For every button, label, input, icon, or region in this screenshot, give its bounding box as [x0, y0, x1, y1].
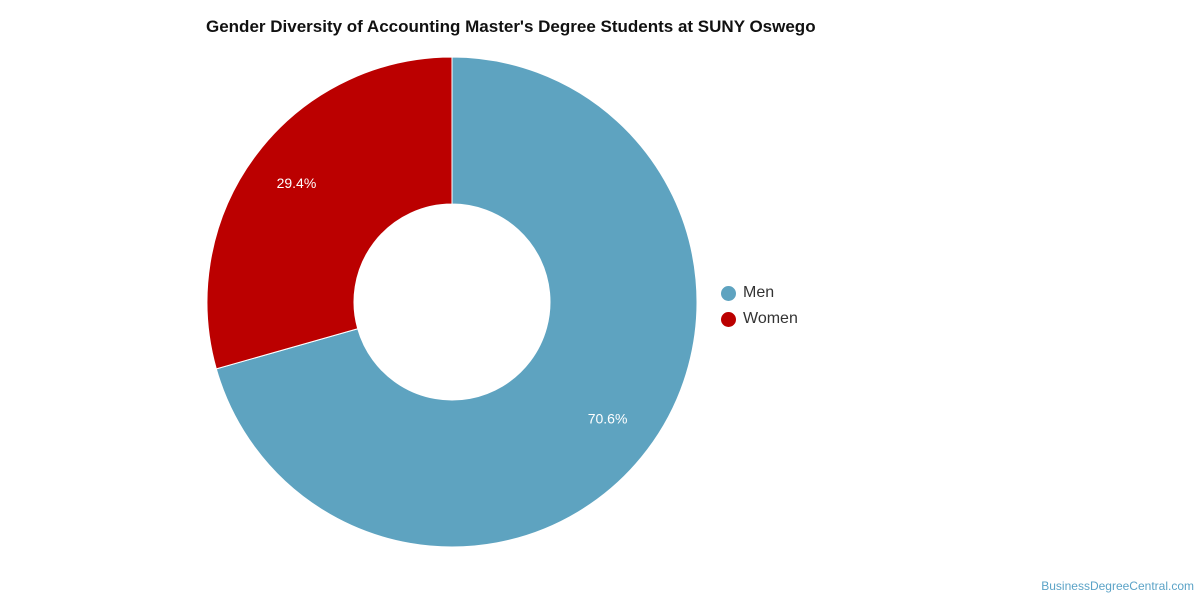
legend-swatch-men: [721, 285, 736, 301]
slice-label-men: 70.6%: [588, 410, 628, 426]
slice-women[interactable]: [206, 56, 453, 370]
legend-label-men: Men: [743, 284, 775, 301]
slice-men[interactable]: [215, 56, 698, 548]
credit-link[interactable]: BusinessDegreeCentral.com: [1041, 579, 1194, 593]
slice-label-women: 29.4%: [277, 175, 317, 191]
legend: Men Women: [721, 280, 798, 332]
legend-swatch-women: [721, 311, 736, 327]
legend-item-women[interactable]: Women: [721, 306, 798, 332]
legend-item-men[interactable]: Men: [721, 280, 798, 306]
legend-label-women: Women: [743, 310, 798, 327]
chart-title: Gender Diversity of Accounting Master's …: [206, 17, 816, 36]
